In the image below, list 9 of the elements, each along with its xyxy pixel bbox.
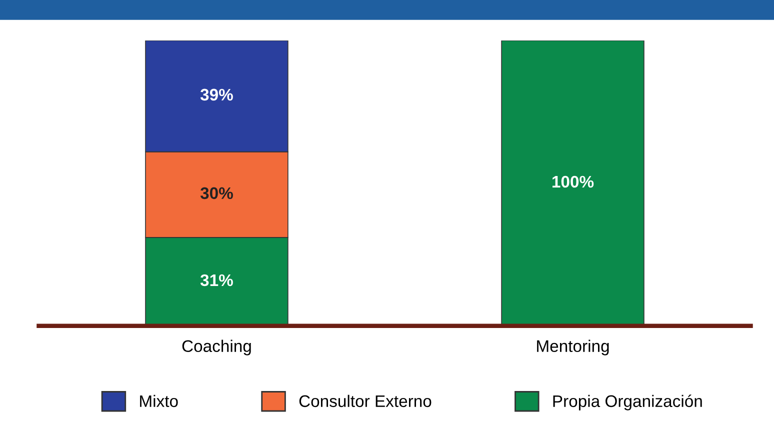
legend-label: Propia Organización (553, 394, 702, 410)
x-tick-label: Mentoring (537, 340, 609, 356)
data-label: 30% (200, 187, 233, 200)
data-label: 100% (552, 176, 594, 188)
legend-label: Consultor Externo (299, 394, 432, 408)
data-label: 39% (200, 88, 233, 101)
x-tick-label: Coaching (182, 340, 251, 356)
legend-label: Mixto (140, 394, 178, 408)
data-label: 31% (200, 274, 233, 286)
